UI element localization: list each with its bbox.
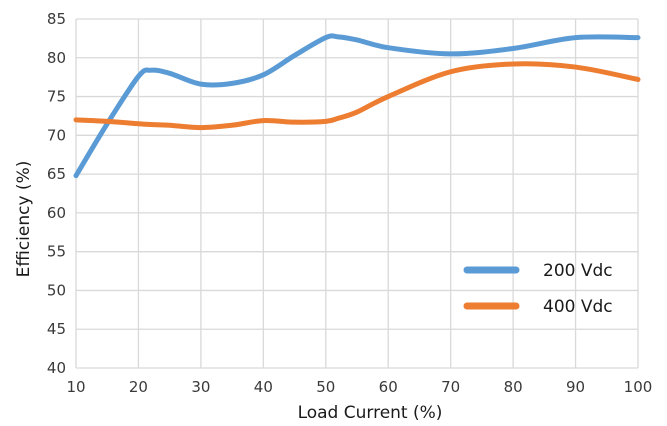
legend-label: 400 Vdc bbox=[543, 297, 613, 317]
y-tick-label: 40 bbox=[47, 359, 66, 377]
x-tick-label: 10 bbox=[66, 378, 85, 396]
y-tick-label: 70 bbox=[47, 126, 66, 144]
x-tick-labels: 10 20 30 40 50 60 70 80 90 100 bbox=[66, 378, 652, 396]
x-tick-label: 70 bbox=[441, 378, 460, 396]
x-tick-label: 20 bbox=[129, 378, 148, 396]
x-axis-title: Load Current (%) bbox=[298, 403, 443, 423]
series-line-200-vdc bbox=[73, 33, 641, 179]
x-tick-label: 80 bbox=[504, 378, 523, 396]
legend-label: 200 Vdc bbox=[543, 261, 613, 281]
y-tick-label: 50 bbox=[47, 281, 66, 299]
y-axis-title: Efficiency (%) bbox=[14, 161, 34, 278]
x-tick-label: 60 bbox=[379, 378, 398, 396]
y-tick-label: 55 bbox=[47, 243, 66, 261]
x-tick-label: 50 bbox=[316, 378, 335, 396]
y-tick-label: 80 bbox=[47, 49, 66, 67]
x-tick-label: 40 bbox=[254, 378, 273, 396]
x-tick-label: 90 bbox=[566, 378, 585, 396]
x-tick-label: 100 bbox=[624, 378, 653, 396]
y-tick-label: 65 bbox=[47, 165, 66, 183]
x-tick-label: 30 bbox=[191, 378, 210, 396]
y-tick-label: 60 bbox=[47, 204, 66, 222]
series-line-400-vdc bbox=[73, 61, 641, 131]
y-tick-label: 85 bbox=[47, 10, 66, 28]
y-tick-label: 75 bbox=[47, 88, 66, 106]
legend: 200 Vdc 400 Vdc bbox=[463, 261, 613, 317]
y-tick-label: 45 bbox=[47, 320, 66, 338]
y-tick-labels: 40 45 50 55 60 65 70 75 80 85 bbox=[47, 10, 66, 377]
series-lines bbox=[73, 33, 641, 179]
